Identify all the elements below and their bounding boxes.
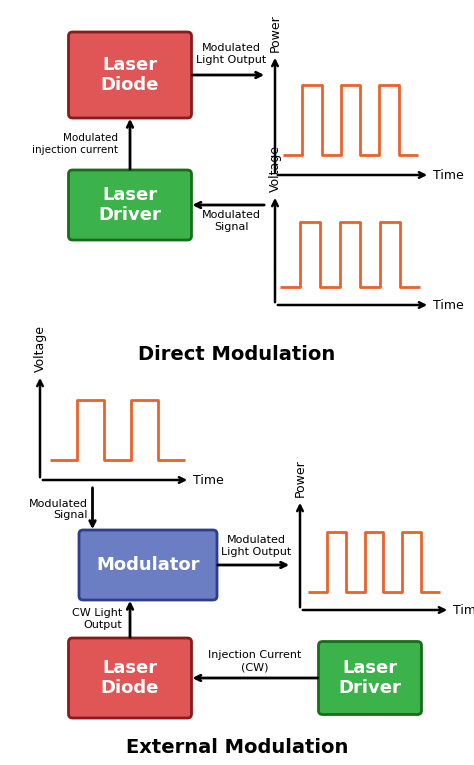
- Text: Modulated
Signal: Modulated Signal: [202, 210, 261, 232]
- Text: Modulated
Light Output: Modulated Light Output: [196, 44, 266, 65]
- Text: Laser
Driver: Laser Driver: [338, 659, 401, 698]
- Text: Laser
Diode: Laser Diode: [101, 56, 159, 94]
- Text: Modulated
Signal: Modulated Signal: [28, 499, 88, 520]
- Text: Voltage: Voltage: [34, 325, 46, 372]
- FancyBboxPatch shape: [69, 32, 191, 118]
- Text: Time: Time: [193, 474, 224, 487]
- Text: CW Light
Output: CW Light Output: [72, 608, 122, 630]
- Text: Time: Time: [453, 604, 474, 617]
- Text: Laser
Driver: Laser Driver: [99, 186, 162, 224]
- Text: Direct Modulation: Direct Modulation: [138, 345, 336, 364]
- FancyBboxPatch shape: [79, 530, 217, 600]
- Text: Modulated
Light Output: Modulated Light Output: [221, 536, 292, 557]
- Text: Laser
Diode: Laser Diode: [101, 659, 159, 698]
- Text: Modulator: Modulator: [96, 556, 200, 574]
- FancyBboxPatch shape: [69, 638, 191, 718]
- FancyBboxPatch shape: [319, 642, 421, 715]
- Text: Time: Time: [433, 298, 464, 311]
- Text: Power: Power: [293, 459, 307, 497]
- Text: Power: Power: [268, 15, 282, 52]
- Text: Injection Current
(CW): Injection Current (CW): [208, 650, 301, 672]
- Text: Time: Time: [433, 168, 464, 181]
- Text: External Modulation: External Modulation: [126, 738, 348, 757]
- Text: Voltage: Voltage: [268, 145, 282, 192]
- FancyBboxPatch shape: [69, 170, 191, 240]
- Text: Modulated
injection current: Modulated injection current: [32, 133, 118, 155]
